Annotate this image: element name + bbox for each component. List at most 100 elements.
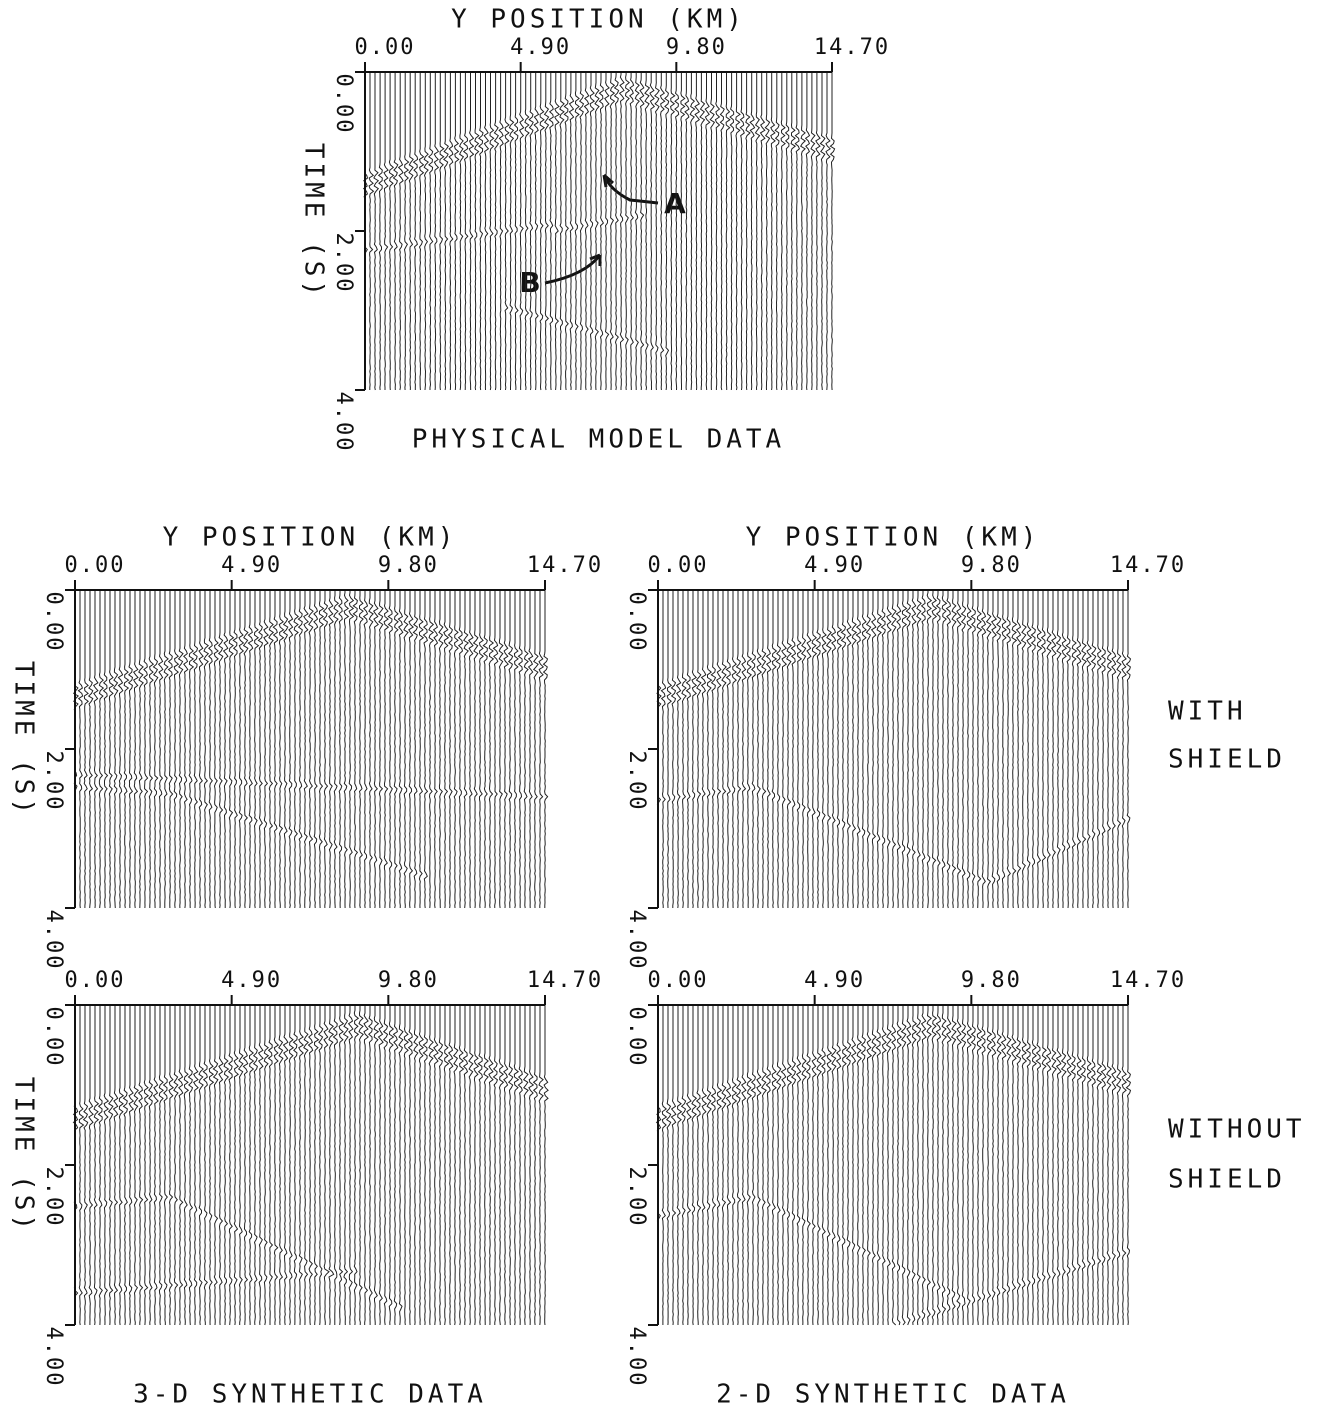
trace bbox=[985, 590, 992, 909]
trace bbox=[288, 1005, 295, 1326]
trace bbox=[1086, 1005, 1092, 1326]
trace bbox=[387, 590, 393, 909]
trace bbox=[886, 590, 893, 909]
trace bbox=[815, 72, 821, 391]
trace bbox=[92, 590, 99, 909]
trace bbox=[517, 1005, 523, 1326]
trace bbox=[796, 590, 803, 909]
x-tick-label: 9.80 bbox=[378, 968, 439, 993]
trace bbox=[951, 590, 958, 909]
trace bbox=[157, 590, 164, 909]
trace bbox=[483, 1005, 489, 1325]
trace bbox=[830, 590, 837, 909]
trace bbox=[790, 590, 797, 909]
trace bbox=[102, 590, 109, 909]
trace bbox=[759, 72, 766, 391]
trace bbox=[920, 1005, 927, 1326]
trace bbox=[740, 1005, 747, 1326]
x-tick-label: 0.00 bbox=[65, 968, 126, 993]
trace bbox=[1125, 1005, 1132, 1326]
trace bbox=[649, 72, 656, 391]
trace bbox=[1066, 1005, 1072, 1326]
trace bbox=[960, 590, 967, 909]
trace bbox=[98, 590, 105, 909]
trace bbox=[87, 590, 94, 909]
trace bbox=[443, 1005, 450, 1326]
trace bbox=[268, 590, 275, 908]
trace bbox=[1080, 1005, 1086, 1326]
trace bbox=[694, 72, 701, 391]
trace bbox=[1035, 1005, 1042, 1325]
trace bbox=[1106, 590, 1113, 909]
trace bbox=[202, 1005, 208, 1325]
trace bbox=[428, 1005, 435, 1326]
y-axis-label: TIME (S) bbox=[9, 661, 39, 818]
panel: 0.00 4.90 9.80 14.70 0.00 2.00 4.00 TIME (S) 3-D… bbox=[9, 968, 602, 1410]
trace bbox=[413, 1005, 419, 1326]
traces bbox=[72, 590, 549, 909]
trace bbox=[764, 72, 771, 391]
trace bbox=[448, 72, 454, 391]
trace bbox=[801, 1005, 807, 1326]
trace bbox=[468, 1005, 474, 1326]
trace bbox=[1060, 1005, 1067, 1326]
trace bbox=[452, 1005, 459, 1326]
trace bbox=[960, 1005, 967, 1325]
trace bbox=[217, 590, 224, 909]
trace bbox=[765, 590, 772, 909]
trace bbox=[931, 590, 938, 909]
trace bbox=[422, 590, 429, 909]
trace bbox=[850, 1005, 857, 1326]
row-label: WITH bbox=[1168, 697, 1247, 727]
trace bbox=[388, 1005, 395, 1326]
trace bbox=[377, 590, 384, 909]
trace bbox=[1086, 590, 1092, 909]
trace bbox=[313, 1005, 320, 1326]
trace bbox=[866, 1005, 873, 1325]
trace bbox=[811, 590, 818, 908]
trace bbox=[538, 590, 545, 908]
trace bbox=[187, 1005, 194, 1326]
trace bbox=[676, 1005, 683, 1325]
trace bbox=[895, 590, 902, 909]
trace bbox=[980, 590, 987, 909]
trace bbox=[825, 590, 832, 909]
trace bbox=[489, 72, 495, 391]
trace bbox=[1121, 590, 1127, 909]
trace bbox=[123, 590, 130, 909]
trace bbox=[342, 1005, 349, 1326]
trace bbox=[685, 590, 691, 908]
trace bbox=[278, 1005, 284, 1326]
trace bbox=[143, 1005, 150, 1326]
trace bbox=[750, 1005, 756, 1326]
trace bbox=[800, 72, 807, 391]
x-tick-label: 0.00 bbox=[355, 35, 416, 60]
trace bbox=[826, 1005, 833, 1326]
trace bbox=[771, 1005, 778, 1326]
trace bbox=[935, 1005, 942, 1326]
trace bbox=[710, 1005, 717, 1326]
trace bbox=[871, 1005, 877, 1326]
trace bbox=[303, 1005, 309, 1326]
x-tick-label: 4.90 bbox=[804, 968, 865, 993]
trace bbox=[746, 1005, 753, 1326]
y-tick-label: 2.00 bbox=[624, 751, 649, 812]
trace bbox=[594, 72, 600, 391]
trace bbox=[890, 1005, 897, 1326]
trace bbox=[128, 1005, 135, 1326]
y-tick-label: 2.00 bbox=[331, 233, 356, 294]
trace bbox=[816, 1005, 822, 1326]
trace bbox=[578, 72, 585, 391]
trace bbox=[821, 590, 827, 909]
trace bbox=[714, 72, 721, 390]
trace bbox=[931, 1005, 938, 1326]
x-tick-label: 4.90 bbox=[221, 553, 282, 578]
trace bbox=[721, 1005, 727, 1326]
panel: 0.00 4.90 9.80 14.70 0.00 2.00 4.00 Y POSITION … bbox=[9, 523, 602, 971]
trace bbox=[213, 590, 219, 909]
trace bbox=[666, 590, 673, 909]
trace bbox=[725, 1005, 732, 1326]
trace bbox=[664, 72, 670, 391]
trace bbox=[721, 590, 727, 909]
trace bbox=[493, 72, 500, 391]
